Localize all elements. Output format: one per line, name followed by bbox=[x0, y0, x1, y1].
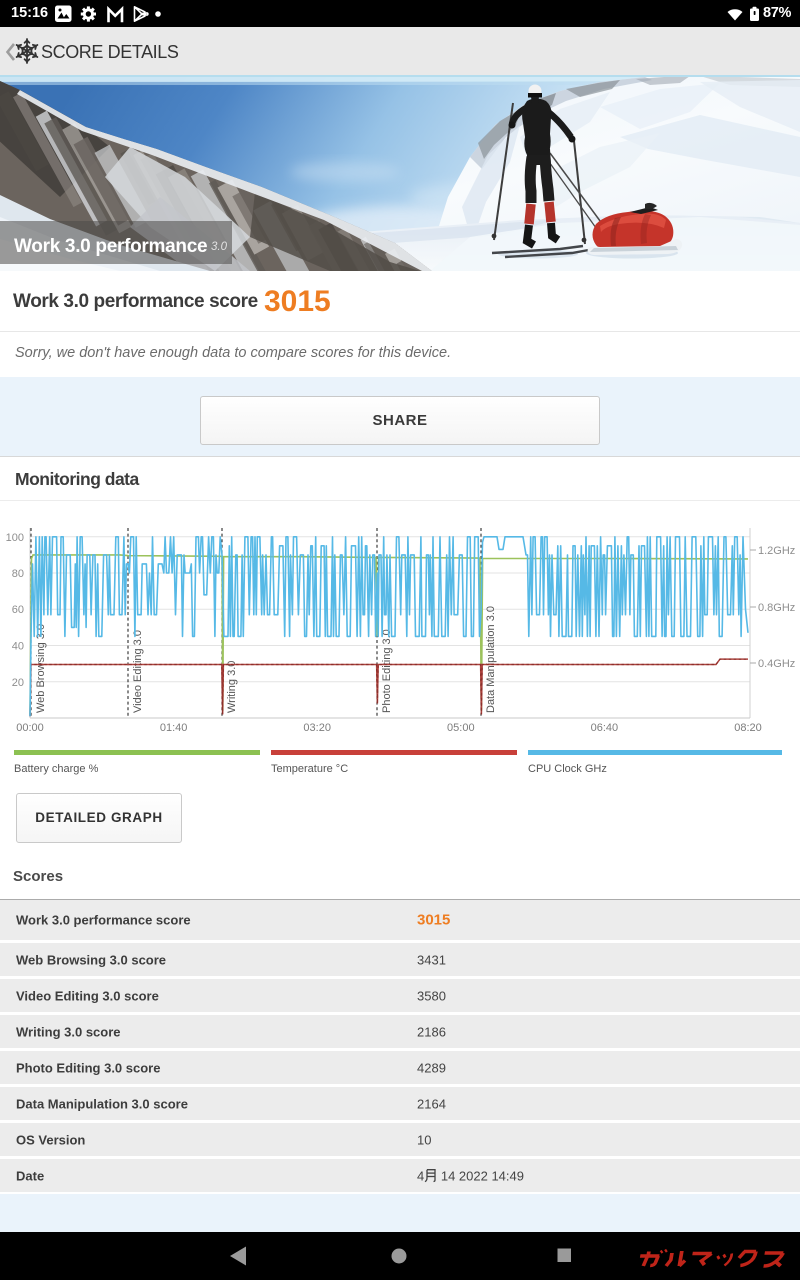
svg-text:08:20: 08:20 bbox=[734, 722, 762, 734]
svg-text:Video Editing 3.0: Video Editing 3.0 bbox=[132, 630, 144, 713]
svg-text:3.0: 3.0 bbox=[211, 241, 228, 253]
svg-text:06:40: 06:40 bbox=[591, 722, 619, 734]
svg-text:01:40: 01:40 bbox=[160, 722, 188, 734]
svg-text:80: 80 bbox=[12, 568, 24, 580]
svg-text:40: 40 bbox=[12, 641, 24, 653]
svg-text:05:00: 05:00 bbox=[447, 722, 475, 734]
svg-text:Photo Editing 3.0: Photo Editing 3.0 bbox=[381, 629, 393, 713]
svg-text:Temperature °C: Temperature °C bbox=[271, 763, 348, 775]
svg-text:Work 3.0 performance: Work 3.0 performance bbox=[14, 236, 207, 257]
svg-text:20: 20 bbox=[12, 677, 24, 689]
svg-text:CPU Clock GHz: CPU Clock GHz bbox=[528, 763, 607, 775]
svg-text:03:20: 03:20 bbox=[303, 722, 331, 734]
svg-text:60: 60 bbox=[12, 604, 24, 616]
svg-text:0.8GHz: 0.8GHz bbox=[758, 602, 795, 614]
svg-text:100: 100 bbox=[6, 532, 24, 544]
svg-text:00:00: 00:00 bbox=[16, 722, 44, 734]
svg-text:Data Manipulation 3.0: Data Manipulation 3.0 bbox=[485, 606, 497, 713]
svg-text:Writing 3.0: Writing 3.0 bbox=[226, 661, 238, 713]
svg-text:1.2GHz: 1.2GHz bbox=[758, 545, 795, 557]
svg-text:Web Browsing 3.0: Web Browsing 3.0 bbox=[35, 624, 47, 713]
svg-text:0.4GHz: 0.4GHz bbox=[758, 658, 795, 670]
svg-text:Battery charge %: Battery charge % bbox=[14, 763, 99, 775]
